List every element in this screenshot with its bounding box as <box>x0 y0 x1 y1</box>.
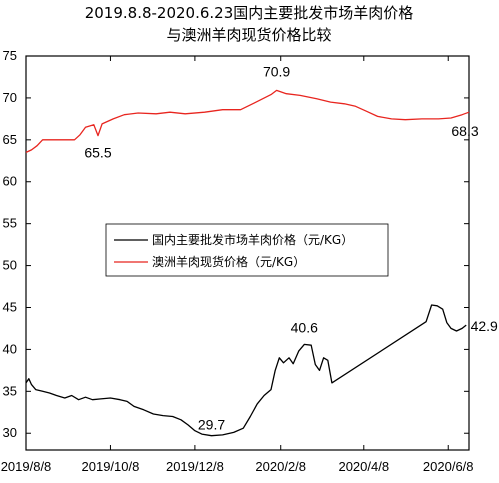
x-tick-label: 2019/8/8 <box>1 459 52 474</box>
y-tick-label: 75 <box>3 48 17 63</box>
x-tick-label: 2020/4/8 <box>338 459 389 474</box>
x-tick-label: 2019/10/8 <box>82 459 140 474</box>
data-label: 40.6 <box>291 319 318 335</box>
plot-area-frame <box>25 55 470 451</box>
y-tick-label: 70 <box>3 90 17 105</box>
y-tick-label: 40 <box>3 341 17 356</box>
x-tick-label: 2020/2/8 <box>255 459 306 474</box>
annotation-layer: 65.5 70.9 68.3 29.7 40.6 42.9 <box>84 63 498 432</box>
legend-box <box>105 223 389 277</box>
x-axis: 2019/8/8 2019/10/8 2019/12/8 2020/2/8 2020/4… <box>1 56 474 474</box>
y-axis: 30 35 40 45 50 55 60 65 70 75 <box>3 48 469 440</box>
y-tick-label: 30 <box>3 425 17 440</box>
series-line-australia <box>25 89 470 153</box>
x-tick-label: 2019/12/8 <box>166 459 224 474</box>
legend-label-domestic: 国内主要批发市场羊肉价格（元/KG） <box>152 232 353 247</box>
data-label: 42.9 <box>471 318 498 334</box>
y-tick-label: 35 <box>3 383 17 398</box>
data-label: 70.9 <box>263 63 290 79</box>
data-label: 29.7 <box>198 417 225 433</box>
y-tick-label: 60 <box>3 174 17 189</box>
data-label: 68.3 <box>451 123 478 139</box>
series-layer <box>25 89 470 437</box>
data-label: 65.5 <box>84 145 111 161</box>
chart-title-line-2: 与澳洲羊肉现货价格比较 <box>166 26 331 44</box>
y-tick-label: 65 <box>3 132 17 147</box>
series-line-domestic <box>25 304 467 437</box>
legend: 国内主要批发市场羊肉价格（元/KG） 澳洲羊肉现货价格（元/KG） <box>105 223 389 277</box>
y-tick-label: 50 <box>3 258 17 273</box>
x-tick-label: 2020/6/8 <box>423 459 474 474</box>
chart-title-line-1: 2019.8.8-2020.6.23国内主要批发市场羊肉价格 <box>85 4 414 22</box>
y-tick-label: 45 <box>3 299 17 314</box>
legend-label-australia: 澳洲羊肉现货价格（元/KG） <box>152 254 305 269</box>
y-tick-label: 55 <box>3 216 17 231</box>
